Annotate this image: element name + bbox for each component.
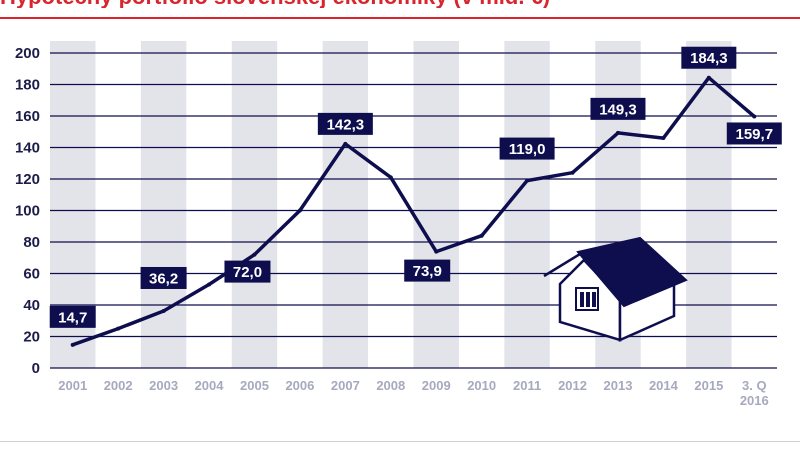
data-label-2013: 149,3	[590, 97, 646, 120]
data-label-box	[317, 112, 373, 135]
column-band-2007	[322, 41, 369, 368]
column-band-2009	[413, 41, 459, 368]
y-tick-label: 100	[15, 203, 40, 220]
data-label-box	[49, 305, 96, 328]
x-tick-label: 2010	[467, 378, 496, 393]
data-point	[70, 342, 75, 347]
x-tick-label: 2006	[285, 378, 314, 393]
data-label-text: 119,0	[509, 141, 546, 158]
y-tick-label: 60	[23, 266, 40, 283]
y-tick-label: 160	[15, 108, 40, 125]
data-point	[525, 178, 530, 183]
data-point	[343, 141, 348, 146]
series-line-hypoteky	[72, 75, 756, 347]
data-label-text: 73,9	[413, 263, 442, 280]
x-tick-label: 2014	[649, 378, 679, 393]
data-label-box	[726, 122, 782, 145]
house-icon	[543, 236, 688, 342]
data-point	[161, 308, 166, 313]
x-tick-label: 2002	[104, 378, 133, 393]
y-tick-label: 40	[23, 297, 40, 314]
data-label-2015: 184,3	[681, 46, 737, 69]
data-point	[116, 326, 121, 331]
x-tick-label: 2003	[149, 378, 178, 393]
data-label-2003: 36,2	[140, 266, 187, 289]
y-tick-label: 20	[23, 329, 40, 346]
data-label-3Q2016: 159,7	[726, 122, 782, 145]
column-band-2005	[231, 41, 278, 368]
x-tick-label: 3. Q 2016	[740, 378, 769, 408]
x-tick-label: 2012	[558, 378, 587, 393]
y-tick-label: 120	[15, 171, 40, 188]
data-label-box	[681, 46, 737, 69]
y-tick-label: 140	[15, 140, 40, 157]
x-tick-label: 2009	[422, 378, 451, 393]
data-point	[752, 114, 757, 119]
data-point	[570, 170, 575, 175]
data-label-2005: 72,0	[224, 260, 271, 283]
x-tick-label: 2004	[195, 378, 225, 393]
data-point	[661, 136, 666, 141]
x-tick-label: 2013	[604, 378, 633, 393]
y-tick-label: 80	[23, 234, 40, 251]
y-tick-label: 200	[15, 45, 40, 62]
data-point	[388, 175, 393, 180]
x-tick-label: 2015	[694, 378, 723, 393]
data-label-2009: 73,9	[404, 259, 451, 282]
x-tick-label: 2008	[376, 378, 405, 393]
data-label-2001: 14,7	[49, 305, 96, 328]
title-rule	[0, 17, 800, 19]
data-label-text: 14,7	[58, 309, 87, 326]
data-point	[479, 233, 484, 238]
data-label-box	[404, 259, 451, 282]
x-tick-label: 2007	[331, 378, 360, 393]
data-label-text: 72,0	[233, 264, 262, 281]
data-label-text: 159,7	[736, 126, 774, 143]
y-tick-label: 180	[15, 77, 40, 94]
data-point	[252, 252, 257, 257]
y-tick-label: 0	[32, 360, 40, 377]
data-label-text: 36,2	[149, 270, 178, 287]
data-label-text: 184,3	[690, 50, 728, 67]
data-label-2007: 142,3	[317, 112, 373, 135]
x-tick-label: 2011	[513, 378, 541, 393]
data-label-box	[224, 260, 271, 283]
chart-title: Hypotečný portfólio slovenskej ekonomiky…	[0, 0, 800, 8]
column-band-2003	[140, 41, 187, 368]
data-label-box	[140, 266, 187, 289]
data-label-box	[590, 97, 646, 120]
data-label-box	[499, 137, 555, 160]
x-tick-label: 2005	[240, 378, 269, 393]
footer-rule	[0, 441, 800, 442]
column-band-2011	[504, 41, 550, 368]
data-label-text: 149,3	[599, 101, 637, 118]
data-point	[615, 130, 620, 135]
data-point	[207, 282, 212, 287]
x-tick-label: 2001	[58, 378, 87, 393]
data-label-text: 142,3	[327, 116, 365, 133]
data-point	[434, 249, 439, 254]
data-label-2011: 119,0	[499, 137, 555, 160]
data-point	[706, 75, 711, 80]
data-point	[297, 208, 302, 213]
